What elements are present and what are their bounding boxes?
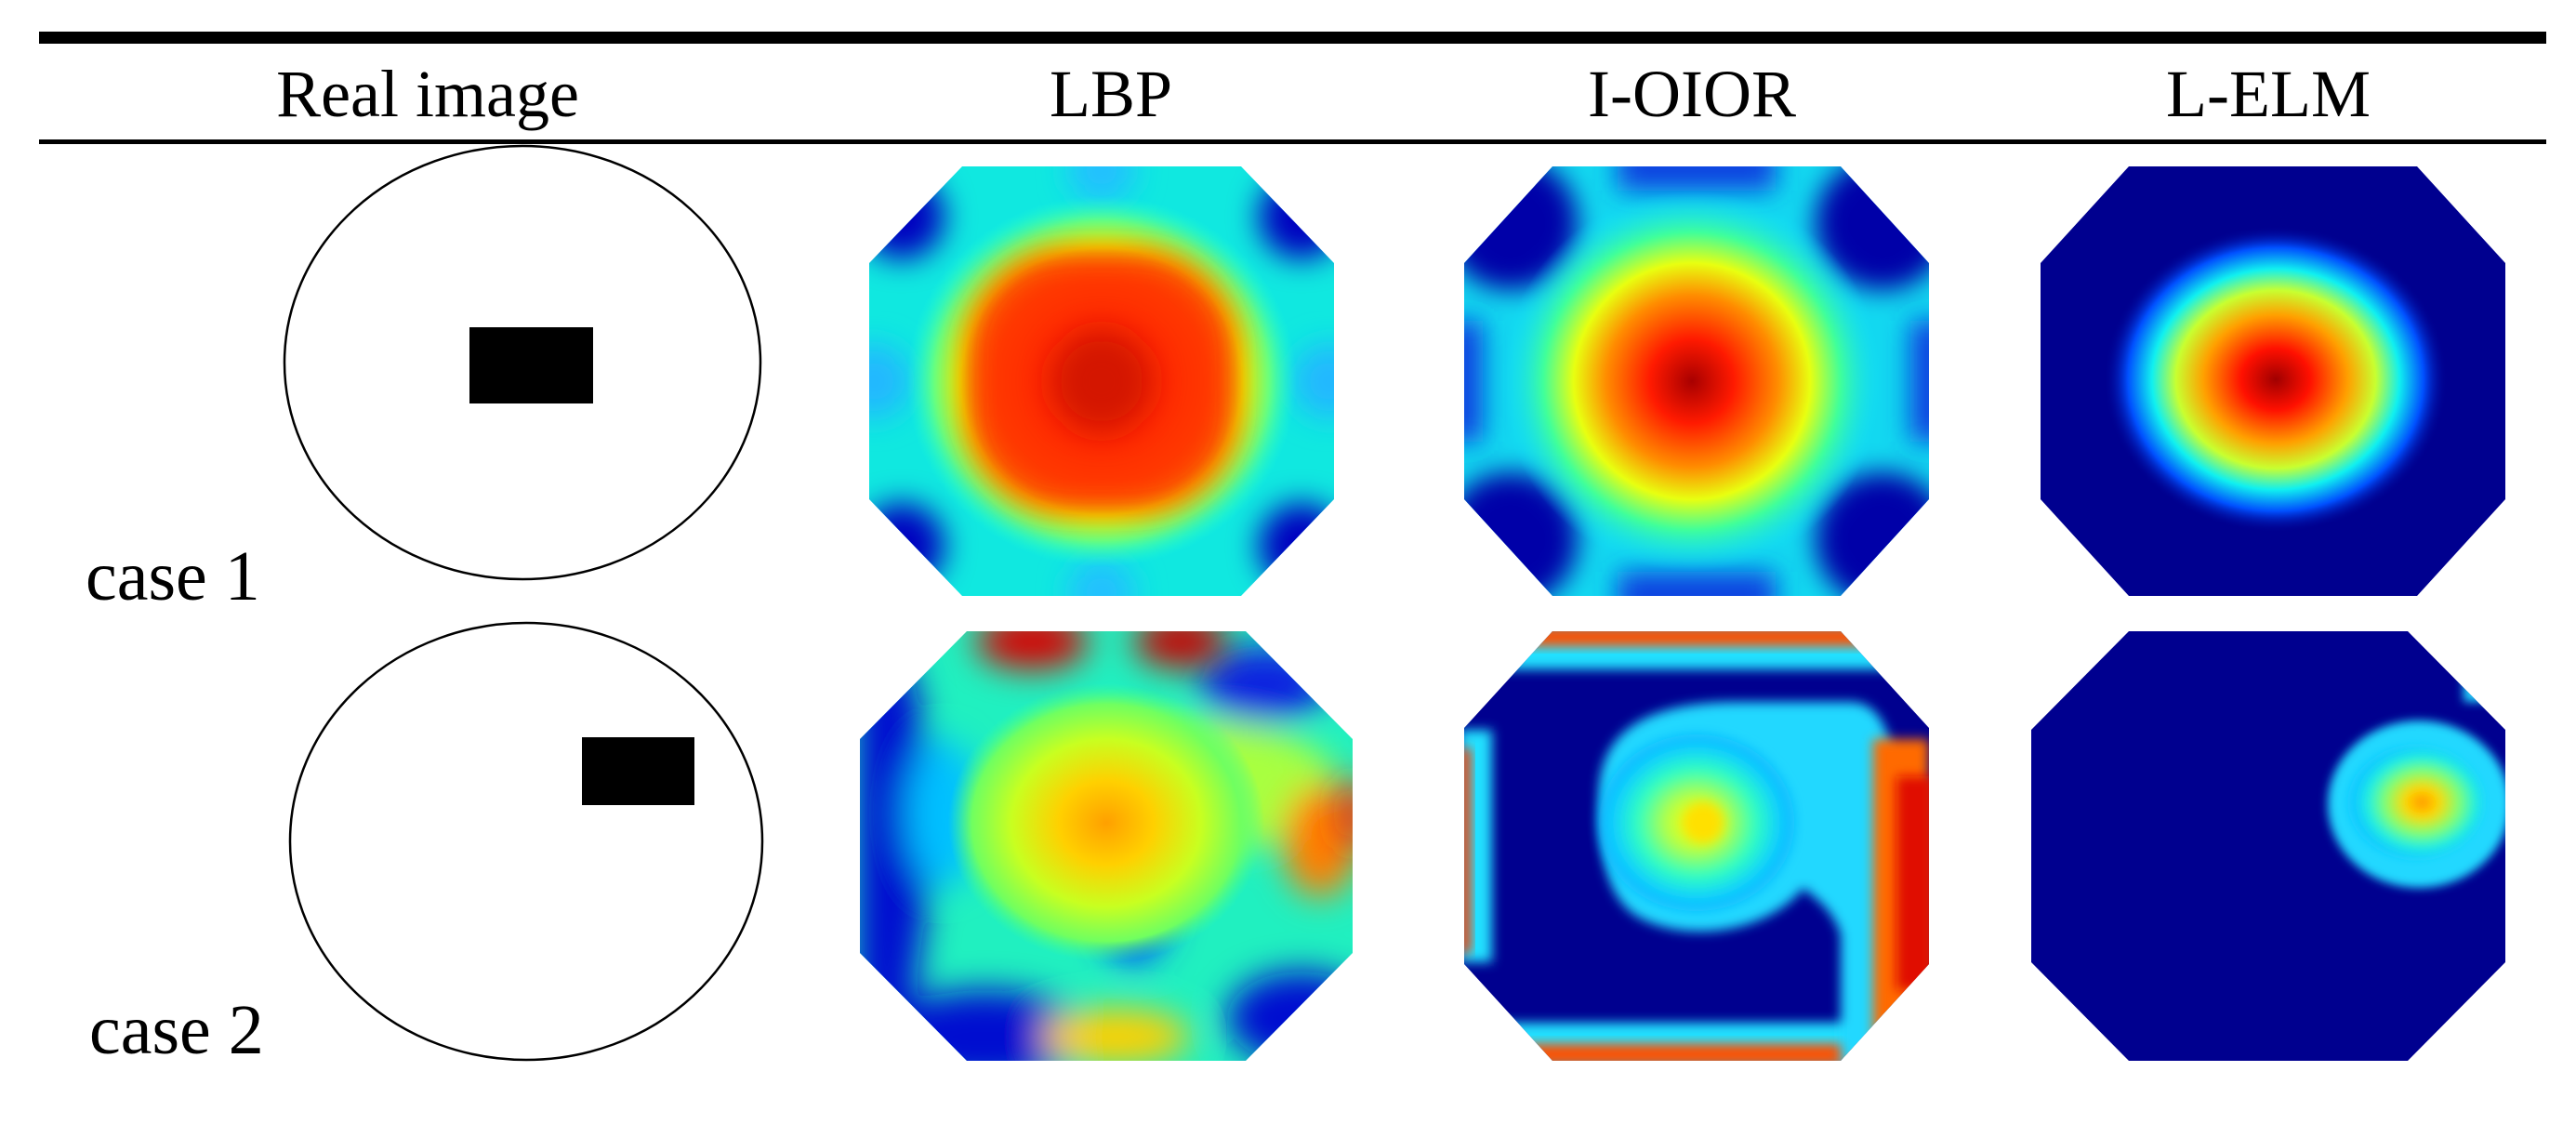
i-oior-reconstruction-case-1 [1464, 166, 1929, 596]
i-oior-reconstruction-case-2 [1464, 631, 1929, 1061]
real-image-case-1 [283, 144, 762, 581]
l-elm-reconstruction-case-2 [2031, 631, 2505, 1061]
column-header-l-elm: L-ELM [2166, 57, 2371, 131]
lbp-reconstruction-case-2 [860, 631, 1353, 1061]
table-header-rule [39, 139, 2546, 144]
case-label-2: case 2 [89, 991, 264, 1069]
table-top-rule [39, 32, 2546, 44]
lbp-reconstruction-case-1 [869, 166, 1334, 596]
l-elm-reconstruction-case-1 [2041, 166, 2505, 596]
domain-boundary-circle [288, 621, 764, 1062]
column-header-real-image: Real image [276, 57, 579, 131]
column-header-i-oior: I-OIOR [1588, 57, 1796, 131]
real-image-case-2 [288, 621, 764, 1062]
domain-boundary-circle [283, 144, 762, 581]
inclusion-block [469, 327, 593, 403]
column-header-lbp: LBP [1049, 57, 1173, 131]
inclusion-block [582, 737, 694, 805]
case-label-1: case 1 [86, 537, 260, 615]
